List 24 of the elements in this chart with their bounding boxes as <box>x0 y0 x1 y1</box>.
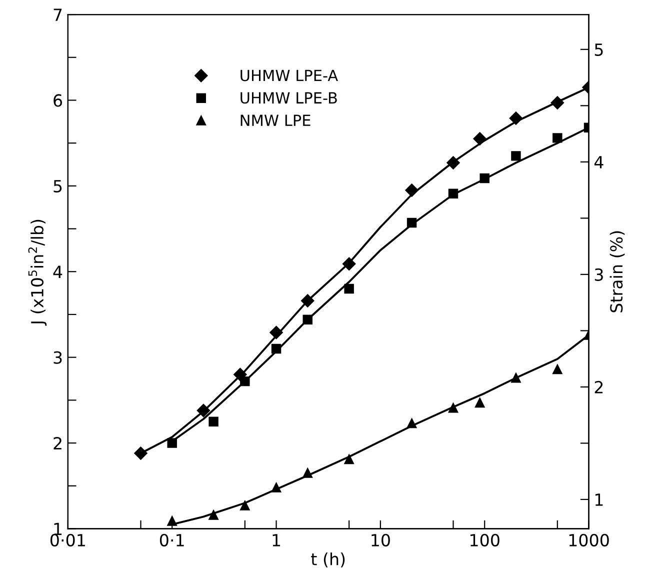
legend-label: NMW LPE <box>240 114 310 126</box>
y2-tick-label: 5 <box>594 44 603 56</box>
y2-tick-label: 4 <box>594 156 604 168</box>
y-tick-label: 7 <box>54 8 62 21</box>
y-tick-label: 4 <box>53 266 62 278</box>
y2-tick-label: 1 <box>595 494 603 506</box>
y2-axis-title: Strain (%) <box>610 231 625 312</box>
x-tick-label: 1000 <box>569 534 609 546</box>
y2-tick-label: 2 <box>594 380 603 394</box>
y-tick-label: 5 <box>54 180 62 192</box>
x-axis-title: t (h) <box>311 552 345 568</box>
y-tick-label: 2 <box>54 436 62 450</box>
legend-label: UHMW LPE-B <box>240 92 337 104</box>
y-axis-title: J (x10$^{5}$in$^{2}$/lb) <box>28 220 47 326</box>
legend-label: UHMW LPE-A <box>240 70 338 82</box>
y-tick-label: 3 <box>54 351 62 364</box>
x-tick-label: 10 <box>372 534 390 546</box>
x-tick-label: 1 <box>272 534 280 546</box>
x-tick-label: 0·1 <box>160 534 184 546</box>
x-tick-label: 0·01 <box>50 534 85 546</box>
y-tick-label: 6 <box>54 94 62 107</box>
x-tick-label: 100 <box>470 534 500 546</box>
y-tick-label: 1 <box>54 522 62 536</box>
y2-tick-label: 3 <box>594 268 603 281</box>
